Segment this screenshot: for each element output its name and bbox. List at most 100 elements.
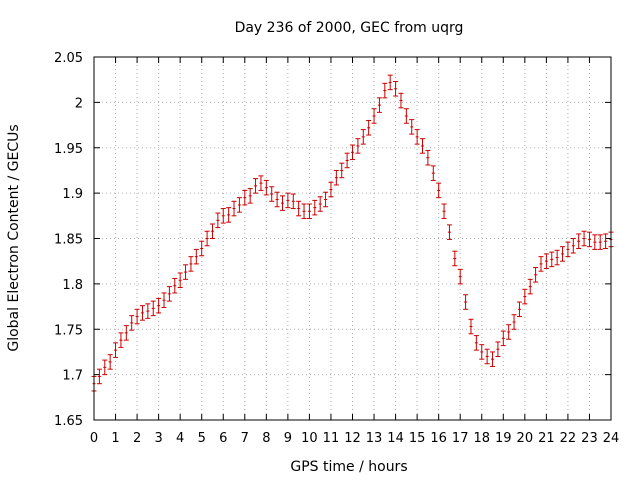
data-point (199, 240, 205, 257)
data-point (522, 288, 528, 305)
data-point (296, 200, 302, 217)
x-tick-label: 22 (560, 431, 577, 446)
data-point (581, 230, 587, 247)
data-point (554, 249, 560, 266)
data-point (597, 234, 603, 250)
x-tick-label: 9 (284, 431, 292, 446)
data-point (414, 129, 420, 145)
chart-title: Day 236 of 2000, GEC from uqrg (235, 20, 464, 36)
x-tick-label: 7 (241, 431, 249, 446)
y-axis-label: Global Electron Content / GECUs (6, 124, 22, 351)
data-point (479, 344, 485, 360)
x-tick-label: 12 (344, 431, 361, 446)
data-point (231, 200, 237, 217)
data-point (177, 272, 183, 289)
data-point (446, 224, 452, 240)
x-tick-label: 20 (517, 431, 534, 446)
data-point (576, 233, 582, 249)
data-point (247, 188, 253, 204)
data-point (209, 223, 215, 239)
x-tick-label: 6 (219, 431, 227, 446)
x-tick-label: 13 (366, 431, 383, 446)
data-point (538, 256, 544, 272)
data-point (253, 178, 259, 194)
data-point (285, 192, 291, 209)
data-point (123, 325, 129, 341)
y-tick-label: 1.65 (54, 414, 83, 429)
data-point (204, 230, 210, 247)
x-tick-label: 8 (262, 431, 270, 446)
data-point (371, 108, 377, 124)
data-point (323, 191, 329, 208)
data-point (403, 108, 409, 124)
data-point (586, 231, 592, 248)
data-point (430, 165, 436, 181)
data-point (188, 256, 194, 272)
data-point (420, 138, 426, 154)
data-point (495, 341, 501, 357)
data-point (269, 186, 275, 202)
data-point (263, 179, 269, 196)
data-point (533, 267, 539, 283)
data-point (355, 138, 361, 154)
y-tick-label: 1.95 (54, 142, 83, 157)
data-point (344, 152, 350, 169)
plot-frame (93, 56, 612, 421)
data-point (570, 238, 576, 254)
data-point (274, 191, 280, 208)
data-point (436, 182, 442, 199)
data-point (565, 241, 571, 258)
data-point (226, 207, 232, 223)
data-point (592, 234, 598, 250)
y-tick-label: 2.05 (54, 51, 83, 66)
data-point (511, 314, 517, 330)
data-point (339, 162, 345, 179)
x-tick-label: 5 (198, 431, 206, 446)
x-tick-label: 3 (154, 431, 162, 446)
data-point (183, 264, 189, 280)
x-tick-label: 16 (430, 431, 447, 446)
data-point (306, 203, 312, 220)
data-point (317, 196, 323, 212)
data-point (527, 278, 533, 295)
x-tick-label: 19 (495, 431, 512, 446)
x-tick-label: 21 (538, 431, 555, 446)
x-tick-label: 17 (452, 431, 469, 446)
x-tick-label: 15 (409, 431, 426, 446)
data-point (425, 149, 431, 166)
data-point (490, 351, 496, 367)
x-tick-label: 11 (323, 431, 340, 446)
data-point (452, 250, 458, 267)
data-point (107, 354, 113, 370)
y-tick-label: 1.9 (62, 187, 83, 202)
x-tick-label: 4 (176, 431, 184, 446)
data-point (500, 330, 506, 347)
data-point (129, 315, 135, 331)
y-tick-label: 1.8 (62, 278, 83, 293)
data-point (102, 359, 108, 376)
data-point (366, 120, 372, 136)
data-point (382, 82, 388, 99)
data-point (96, 368, 102, 385)
data-point (279, 195, 285, 211)
data-point (543, 253, 549, 269)
data-point (156, 297, 162, 314)
data-point (193, 248, 199, 265)
data-point (333, 169, 339, 186)
data-point (290, 193, 296, 210)
data-point (145, 303, 151, 319)
tick-labels: 0 1 2 3 4 5 6 7 8 9 10 11 12 13 14 15 16 17 18 19 20 21 22 23 24… (54, 51, 619, 446)
data-point (350, 144, 355, 161)
data-point (134, 308, 140, 325)
data-point (113, 342, 119, 358)
x-tick-label: 14 (387, 431, 404, 446)
data-point (387, 74, 393, 91)
data-point (484, 348, 490, 365)
data-point (215, 212, 221, 229)
data-point (393, 81, 399, 97)
x-axis-label: GPS time / hours (290, 459, 407, 475)
data-point (312, 199, 318, 216)
data-point (549, 251, 555, 268)
x-tick-label: 2 (133, 431, 141, 446)
y-tick-label: 1.7 (62, 369, 83, 384)
